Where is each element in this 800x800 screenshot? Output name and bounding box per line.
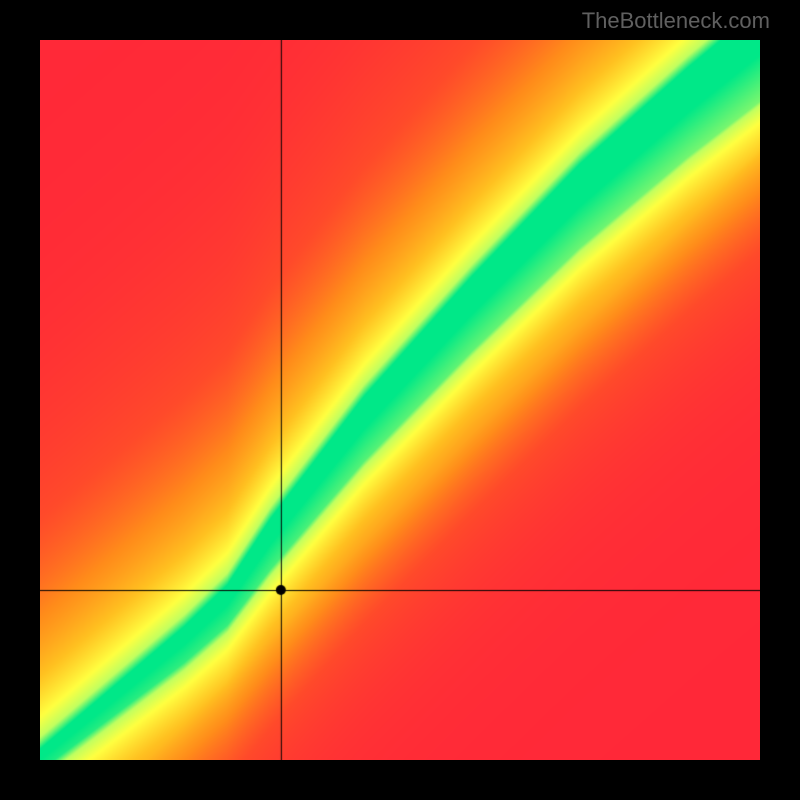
watermark-text: TheBottleneck.com <box>582 8 770 34</box>
heatmap-plot <box>40 40 760 760</box>
heatmap-canvas <box>40 40 760 760</box>
